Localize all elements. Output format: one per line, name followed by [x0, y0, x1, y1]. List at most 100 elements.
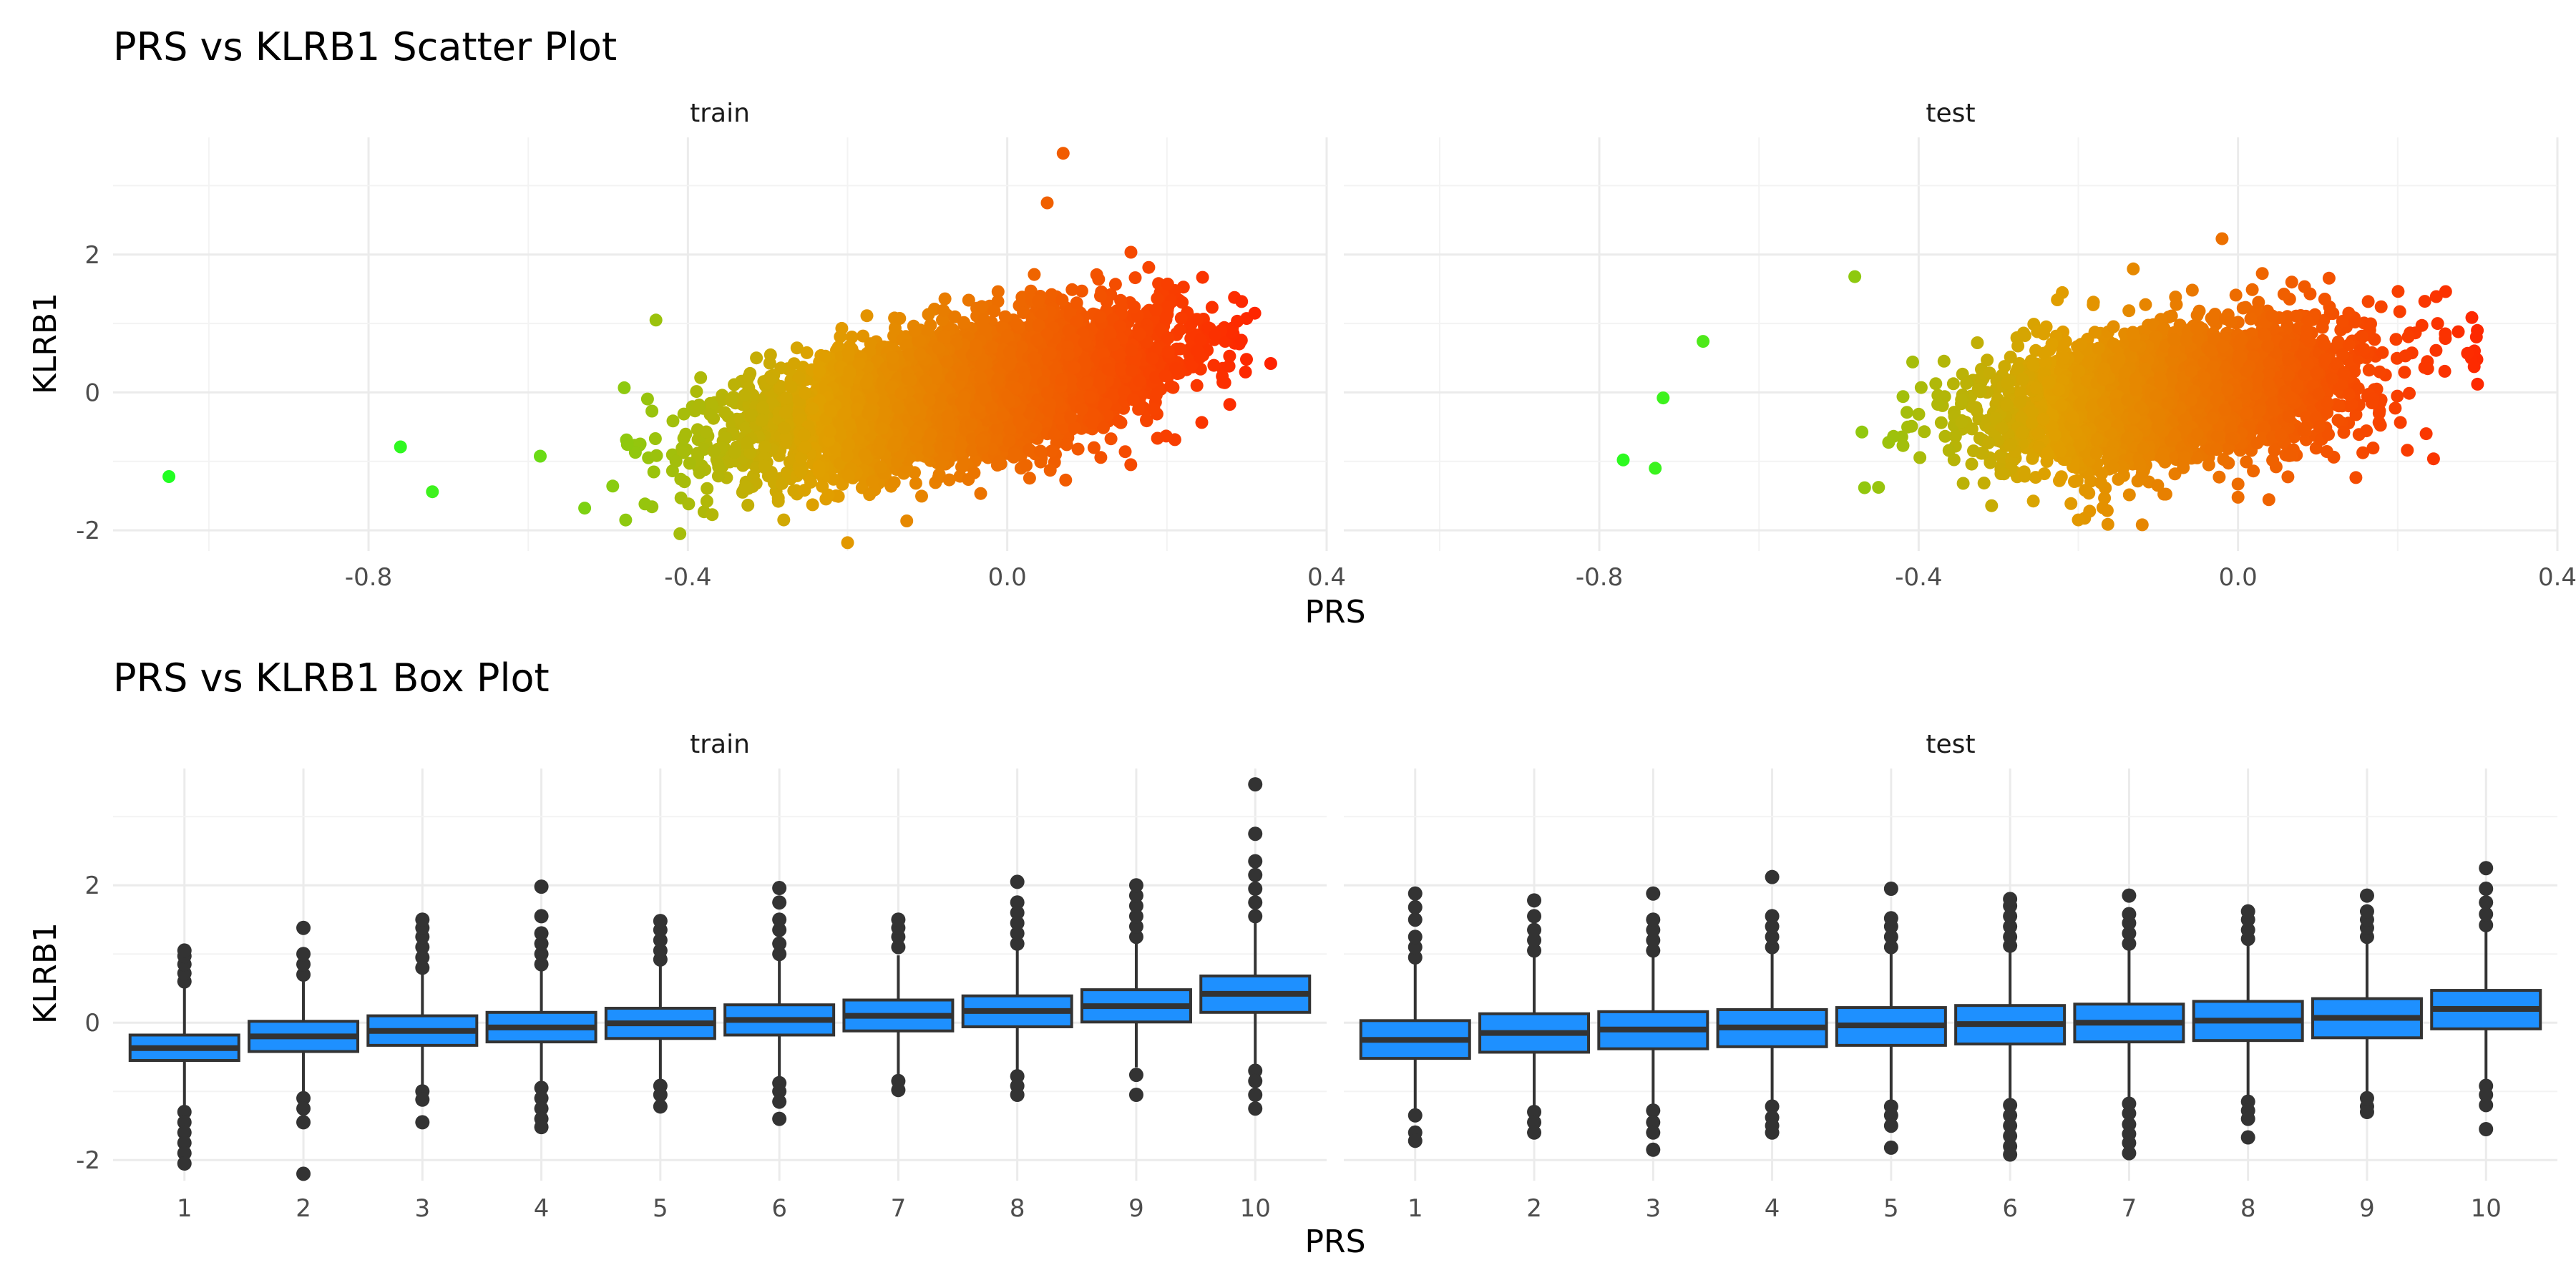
scatter-point [900, 514, 914, 527]
scatter-point [1173, 323, 1186, 336]
scatter-point [942, 473, 956, 487]
scatter-point [725, 394, 738, 408]
scatter-point [842, 438, 856, 452]
scatter-panel-train: train -0.8 -0.4 0.0 0.4 [113, 99, 1346, 592]
scatter-section: PRS vs KLRB1 Scatter Plot train -0.8 -0.4… [27, 24, 2576, 630]
scatter-point [957, 456, 970, 469]
scatter-point [1092, 273, 1106, 286]
scatter-point [922, 308, 935, 321]
scatter-point [787, 357, 801, 371]
scatter-point [888, 436, 902, 449]
scatter-point [1118, 445, 1132, 459]
scatter-point [937, 303, 950, 317]
scatter-point [1133, 328, 1146, 341]
scatter-point [677, 407, 691, 421]
scatter-point [932, 341, 945, 355]
scatter-point [841, 346, 855, 360]
scatter-point [799, 386, 812, 400]
scatter-point [824, 404, 838, 418]
scatter-point [941, 409, 955, 423]
scatter-point [957, 365, 970, 379]
scatter-point [666, 414, 680, 428]
scatter-point [1209, 328, 1222, 342]
scatter-point [887, 476, 901, 489]
scatter-point [892, 401, 905, 415]
scatter-point [694, 371, 708, 384]
scatter-point [1010, 318, 1024, 331]
scatter-point [758, 440, 771, 454]
scatter-point [1080, 376, 1093, 390]
scatter-point [693, 399, 706, 411]
scatter-point [1126, 393, 1140, 406]
scatter-point [1087, 441, 1101, 454]
scatter-point [1087, 408, 1100, 421]
scatter-point [1218, 376, 1231, 389]
scatter-point [875, 421, 889, 435]
scatter-point [1231, 314, 1244, 328]
scatter-point [711, 469, 725, 483]
scatter-point [750, 351, 763, 365]
scatter-point [1194, 333, 1207, 346]
scatter-point [794, 465, 808, 479]
scatter-point [1146, 351, 1159, 365]
scatter-point [1028, 268, 1041, 281]
scatter-point [992, 455, 1006, 469]
scatter-point [1223, 349, 1236, 363]
scatter-point [1128, 271, 1142, 285]
scatter-point [678, 475, 691, 489]
scatter-point [1161, 278, 1174, 291]
scatter-point [974, 371, 987, 384]
scatter-point [1098, 398, 1111, 411]
scatter-point [1055, 373, 1068, 386]
scatter-point [1101, 362, 1115, 376]
scatter-point [1020, 459, 1033, 472]
scatter-point [742, 370, 756, 384]
scatter-point [1108, 278, 1122, 291]
scatter-point [967, 466, 981, 479]
scatter-point [1205, 301, 1219, 314]
scatter-point [909, 477, 922, 490]
scatter-point [620, 438, 634, 452]
scatter-point [908, 324, 922, 338]
scatter-point [1196, 270, 1209, 284]
scatter-point [718, 406, 731, 419]
scatter-point [1240, 353, 1253, 366]
scatter-point [919, 374, 932, 387]
scatter-point [1149, 303, 1163, 316]
scatter-point [907, 403, 921, 416]
scatter-point [1161, 331, 1175, 345]
scatter-point [1169, 362, 1183, 376]
scatter-point [863, 488, 877, 502]
scatter-point [1094, 289, 1107, 303]
scatter-point [874, 460, 887, 474]
scatter-point [933, 396, 947, 410]
scatter-point [738, 389, 751, 402]
scatter-point [650, 449, 663, 462]
scatter-point [1048, 428, 1061, 441]
scatter-point [1125, 364, 1138, 377]
scatter-point [806, 498, 819, 512]
scatter-point [777, 421, 791, 435]
scatter-point [922, 394, 936, 406]
scatter-point [975, 300, 988, 313]
scatter-point [860, 309, 874, 323]
scatter-point [669, 454, 683, 468]
scatter-point [1124, 245, 1138, 259]
scatter-point [970, 344, 983, 358]
scatter-point [1065, 283, 1079, 296]
scatter-point [840, 449, 854, 462]
scatter-point [619, 513, 633, 527]
scatter-point [703, 408, 717, 421]
scatter-point [987, 304, 1001, 318]
scatter-point [862, 406, 875, 420]
scatter-point [1042, 404, 1055, 417]
scatter-point [976, 384, 990, 398]
scatter-point [1239, 365, 1252, 379]
scatter-point [924, 427, 937, 441]
scatter-point [779, 391, 793, 405]
scatter-point [1029, 421, 1043, 434]
scatter-point [1174, 342, 1187, 356]
scatter-point [640, 392, 654, 406]
scatter-point [1114, 416, 1128, 429]
